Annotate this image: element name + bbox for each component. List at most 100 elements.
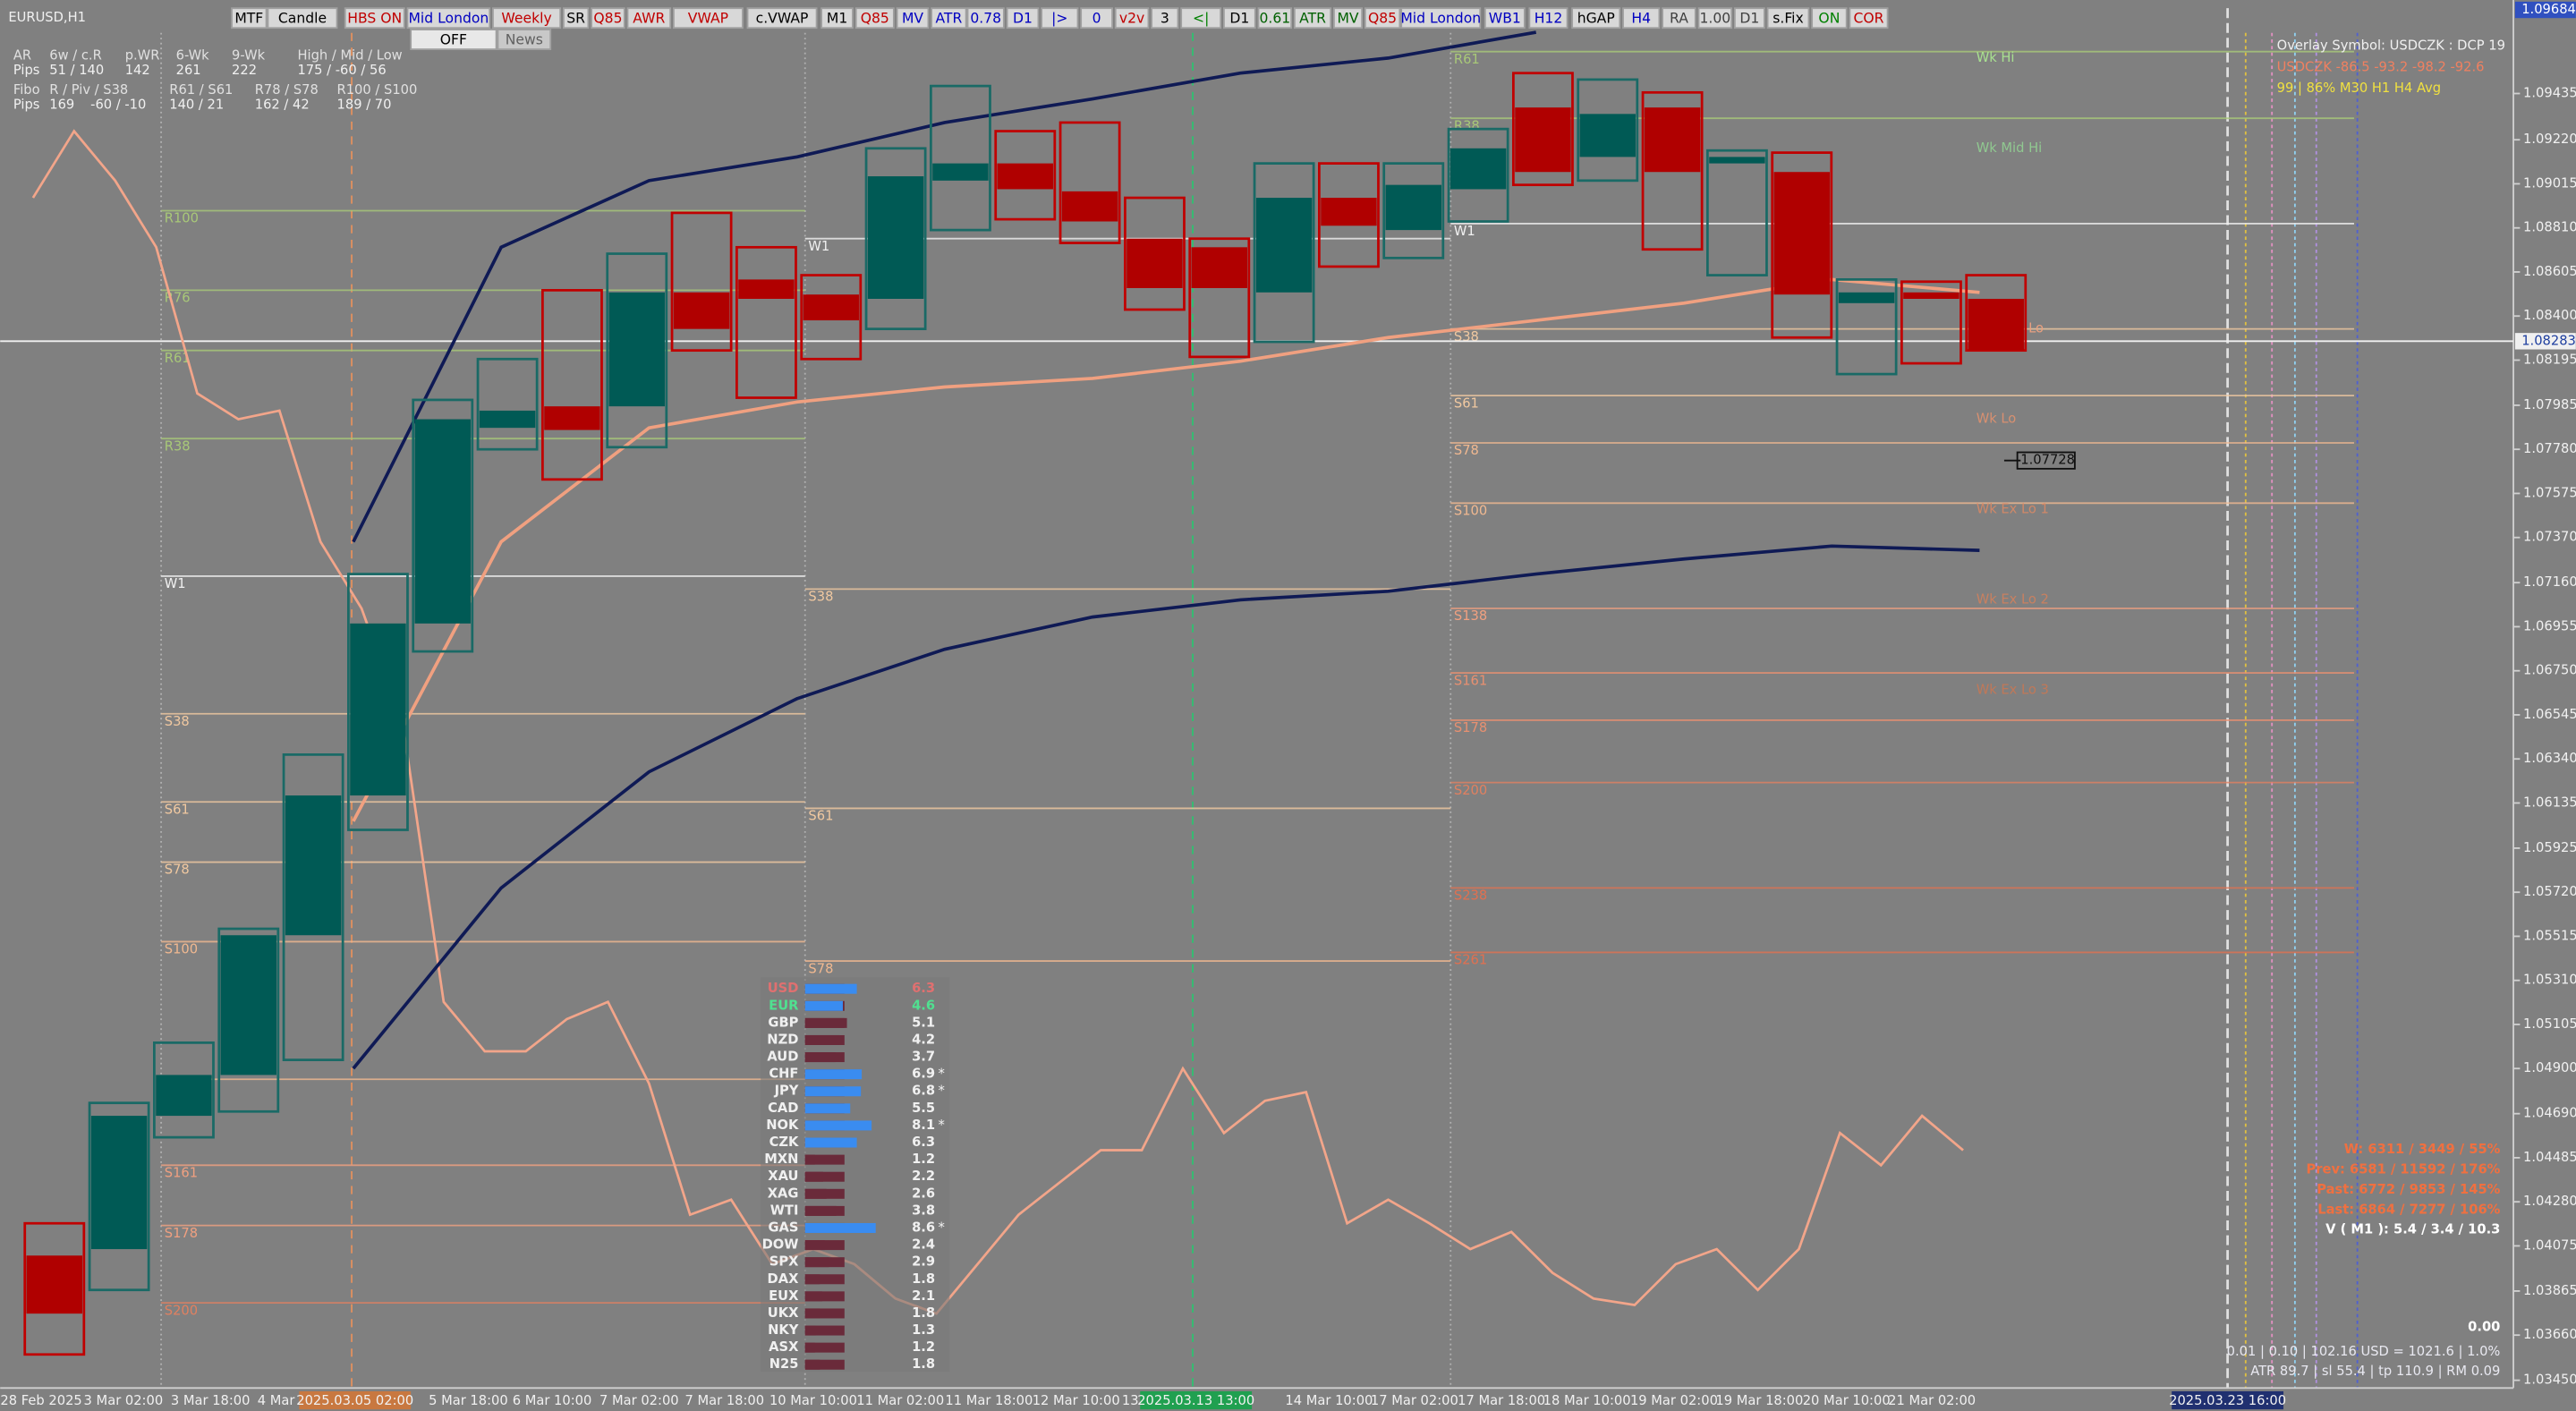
box-range (1318, 162, 1380, 268)
toolbar-button[interactable] (626, 7, 672, 30)
currency-name: CAD (768, 1101, 798, 1116)
toolbar-button-label[interactable]: VWAP (688, 11, 728, 27)
info-cell: 9-Wk (232, 47, 266, 63)
week-label: Wk Lo (1977, 412, 2017, 427)
toolbar-button[interactable] (820, 7, 854, 30)
toolbar-button-label[interactable]: Mid London (1400, 11, 1481, 27)
toolbar-button-label[interactable]: 1.00 (1699, 11, 1730, 27)
y-tick-label: 1.09220 (2523, 132, 2576, 147)
toolbar-button-label[interactable]: OFF (440, 31, 467, 47)
week-label: Wk Ex Lo 1 (1977, 501, 2049, 516)
toolbar-button-label[interactable]: AWR (633, 11, 665, 27)
toolbar-button-label[interactable]: v2v (1119, 11, 1144, 27)
toolbar-button[interactable] (1114, 7, 1150, 30)
box-body (1061, 191, 1118, 222)
toolbar-button[interactable] (344, 7, 405, 30)
toolbar-button[interactable] (1006, 7, 1040, 30)
info-cell: 189 / 70 (337, 97, 392, 112)
toolbar-button-label[interactable]: ATR (935, 11, 962, 27)
toolbar-button[interactable] (1293, 7, 1332, 30)
toolbar-button[interactable] (1662, 7, 1696, 30)
toolbar-button-label[interactable]: Candle (278, 11, 327, 27)
toolbar-button-label[interactable]: H4 (1631, 11, 1651, 27)
toolbar-button[interactable] (1697, 7, 1733, 30)
toolbar-button-label[interactable]: HBS ON (347, 11, 402, 27)
toolbar-button[interactable] (746, 7, 818, 30)
currency-name: SPX (769, 1254, 799, 1270)
toolbar-button[interactable] (1080, 7, 1113, 30)
toolbar-button-label[interactable]: <| (1193, 11, 1209, 27)
toolbar-button[interactable] (1041, 7, 1079, 30)
toolbar-button[interactable] (1622, 7, 1661, 30)
toolbar-button[interactable] (854, 7, 895, 30)
toolbar-button[interactable] (1766, 7, 1810, 30)
toolbar-button-label[interactable]: H12 (1535, 11, 1563, 27)
box-body (479, 410, 536, 429)
toolbar-button[interactable] (896, 7, 930, 30)
toolbar-button[interactable] (497, 29, 552, 50)
toolbar-button[interactable] (562, 7, 590, 30)
toolbar-button[interactable] (410, 29, 497, 50)
toolbar-button-label[interactable]: MTF (234, 11, 263, 27)
toolbar-button[interactable] (267, 7, 338, 30)
toolbar-button-label[interactable]: SR (566, 11, 585, 27)
toolbar-button-label[interactable]: c.VWAP (756, 11, 809, 27)
toolbar-button[interactable] (931, 7, 967, 30)
toolbar-button[interactable] (591, 7, 625, 30)
box-range (541, 289, 603, 481)
toolbar-button[interactable] (1222, 7, 1256, 30)
toolbar-button[interactable] (1332, 7, 1364, 30)
toolbar-button-label[interactable]: WB1 (1489, 11, 1521, 27)
y-tick-label: 1.08605 (2523, 264, 2576, 279)
x-tick-label: 3 Mar 18:00 (171, 1393, 251, 1408)
toolbar-button-label[interactable]: ATR (1299, 11, 1326, 27)
toolbar-button[interactable] (231, 7, 268, 30)
toolbar-button-label[interactable]: D1 (1229, 11, 1249, 27)
box-range (1835, 277, 1898, 376)
stats-line: Prev: 6581 / 11592 / 176% (2307, 1161, 2501, 1177)
level-label: S161 (1454, 673, 1487, 688)
x-tick-label: 14 Mar 10:00 (1285, 1393, 1373, 1408)
week-label: Wk Ex Lo 2 (1977, 591, 2049, 607)
level-label: S200 (165, 1303, 198, 1318)
toolbar-button[interactable] (406, 7, 491, 30)
level-label: R100 (165, 211, 199, 226)
toolbar-button[interactable] (1484, 7, 1526, 30)
toolbar-button-label[interactable]: Q85 (861, 11, 889, 27)
toolbar-button-label[interactable]: 0.78 (970, 11, 1001, 27)
toolbar-button-label[interactable]: Q85 (593, 11, 622, 27)
toolbar-button-label[interactable]: 0 (1092, 11, 1101, 27)
y-tick-label: 1.07160 (2523, 574, 2576, 590)
toolbar-button[interactable] (1571, 7, 1621, 30)
toolbar-button-label[interactable]: M1 (827, 11, 847, 27)
toolbar-button-label[interactable]: News (506, 31, 543, 47)
toolbar-button[interactable] (1151, 7, 1179, 30)
toolbar-button[interactable] (1733, 7, 1765, 30)
toolbar-button[interactable] (1180, 7, 1222, 30)
strength-panel (761, 977, 950, 1372)
toolbar-button[interactable] (1400, 7, 1482, 30)
toolbar-button[interactable] (1528, 7, 1569, 30)
toolbar-button-label[interactable]: D1 (1013, 11, 1033, 27)
toolbar-button-label[interactable]: COR (1853, 11, 1883, 27)
toolbar-button-label[interactable]: RA (1670, 11, 1688, 27)
toolbar-button-label[interactable]: D1 (1739, 11, 1759, 27)
toolbar-button[interactable] (672, 7, 744, 30)
toolbar-button-label[interactable]: Mid London (408, 11, 489, 27)
toolbar-button[interactable] (1364, 7, 1401, 30)
toolbar-button-label[interactable]: MV (902, 11, 923, 27)
toolbar-button-label[interactable]: MV (1337, 11, 1358, 27)
toolbar-button-label[interactable]: s.Fix (1773, 11, 1803, 27)
toolbar-button-label[interactable]: 3 (1160, 11, 1169, 27)
toolbar-button[interactable] (1849, 7, 1889, 30)
toolbar-button-label[interactable]: ON (1818, 11, 1840, 27)
toolbar-button-label[interactable]: Q85 (1368, 11, 1397, 27)
toolbar-button-label[interactable]: |> (1051, 11, 1067, 27)
toolbar-button-label[interactable]: Weekly (501, 11, 551, 27)
toolbar-button-label[interactable]: 0.61 (1259, 11, 1290, 27)
toolbar-button[interactable] (966, 7, 1005, 30)
toolbar-button[interactable] (492, 7, 562, 30)
toolbar-button[interactable] (1811, 7, 1848, 30)
toolbar-button-label[interactable]: hGAP (1577, 11, 1615, 27)
toolbar-button[interactable] (1257, 7, 1293, 30)
